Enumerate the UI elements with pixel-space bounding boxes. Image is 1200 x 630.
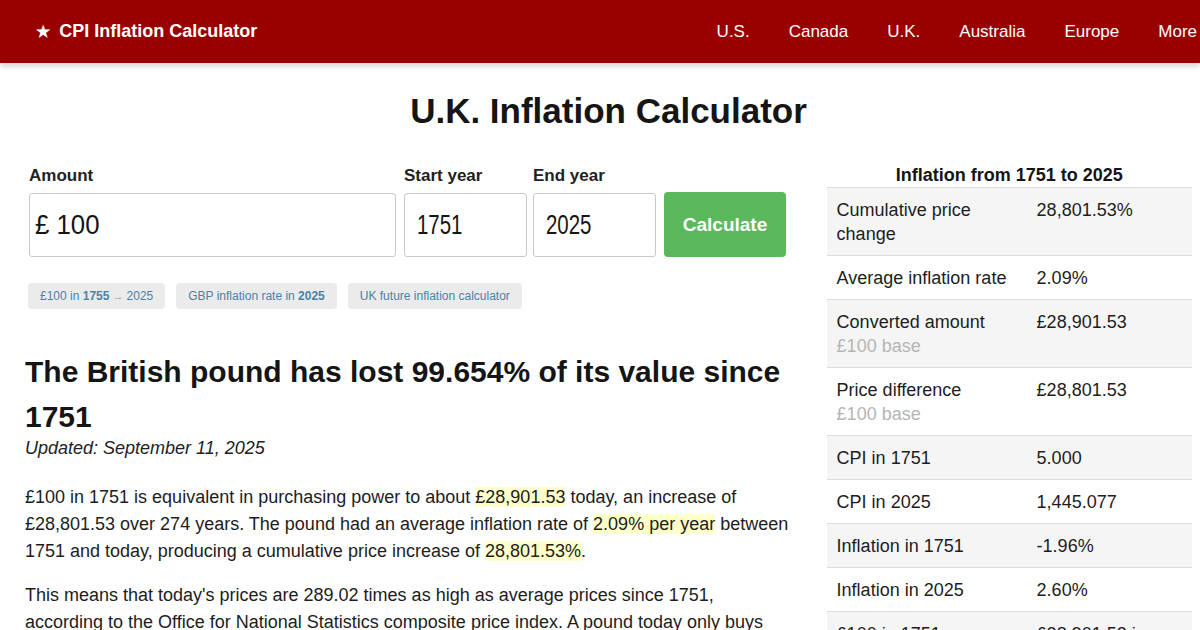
summary-paragraph: £100 in 1751 is equivalent in purchasing…: [25, 484, 794, 565]
headline: The British pound has lost 99.654% of it…: [25, 349, 794, 439]
amount-input[interactable]: £ 100: [29, 193, 396, 257]
main-column: Amount £ 100 Start year 1751 End year 20…: [25, 164, 794, 630]
summary-row: Average inflation rate2.09%: [827, 255, 1192, 299]
related-link-pill[interactable]: £100 in 1755 → 2025: [28, 283, 165, 309]
summary-row: Price difference£100 base£28,801.53: [827, 367, 1192, 435]
brand[interactable]: ★ CPI Inflation Calculator: [36, 21, 257, 42]
summary-row: Converted amount£100 base£28,901.53: [827, 299, 1192, 367]
summary-table-title: Inflation from 1751 to 2025: [827, 164, 1192, 187]
nav-link-europe[interactable]: Europe: [1064, 22, 1119, 42]
nav-link-australia[interactable]: Australia: [959, 22, 1025, 42]
related-link-pill[interactable]: GBP inflation rate in 2025: [176, 283, 337, 309]
updated-date: Updated: September 11, 2025: [25, 435, 794, 462]
nav-link-canada[interactable]: Canada: [789, 22, 849, 42]
summary-row: Inflation in 20252.60%: [827, 567, 1192, 611]
summary-row: Inflation in 1751-1.96%: [827, 523, 1192, 567]
summary-row: Cumulative price change28,801.53%: [827, 187, 1192, 255]
summary-row: £100 in 1751£28,901.53 in: [827, 611, 1192, 630]
brand-title: CPI Inflation Calculator: [59, 21, 257, 42]
start-year-label: Start year: [404, 166, 527, 186]
end-year-input[interactable]: 2025: [533, 193, 656, 257]
amount-label: Amount: [29, 166, 396, 186]
nav-links: U.S. Canada U.K. Australia Europe More: [717, 22, 1200, 42]
page-title: U.K. Inflation Calculator: [25, 91, 1192, 131]
summary-table: Cumulative price change28,801.53%Average…: [827, 187, 1192, 630]
nav-link-us[interactable]: U.S.: [717, 22, 750, 42]
page-container: U.K. Inflation Calculator Amount £ 100 S…: [0, 91, 1192, 630]
summary-row: CPI in 17515.000: [827, 435, 1192, 479]
navbar: ★ CPI Inflation Calculator U.S. Canada U.K…: [0, 0, 1200, 63]
start-year-input[interactable]: 1751: [404, 193, 527, 257]
calculator-form: Amount £ 100 Start year 1751 End year 20…: [29, 164, 794, 257]
detail-paragraph: This means that today's prices are 289.0…: [25, 582, 794, 630]
related-link-pill[interactable]: UK future inflation calculator: [348, 283, 522, 309]
star-icon: ★: [36, 22, 50, 41]
end-year-label: End year: [533, 166, 656, 186]
related-links: £100 in 1755 → 2025 GBP inflation rate in…: [28, 283, 794, 309]
calculate-button[interactable]: Calculate: [664, 192, 786, 257]
summary-row: CPI in 20251,445.077: [827, 479, 1192, 523]
nav-link-uk[interactable]: U.K.: [887, 22, 920, 42]
nav-link-more[interactable]: More: [1158, 22, 1197, 42]
summary-sidebar: Inflation from 1751 to 2025 Cumulative p…: [827, 164, 1192, 630]
